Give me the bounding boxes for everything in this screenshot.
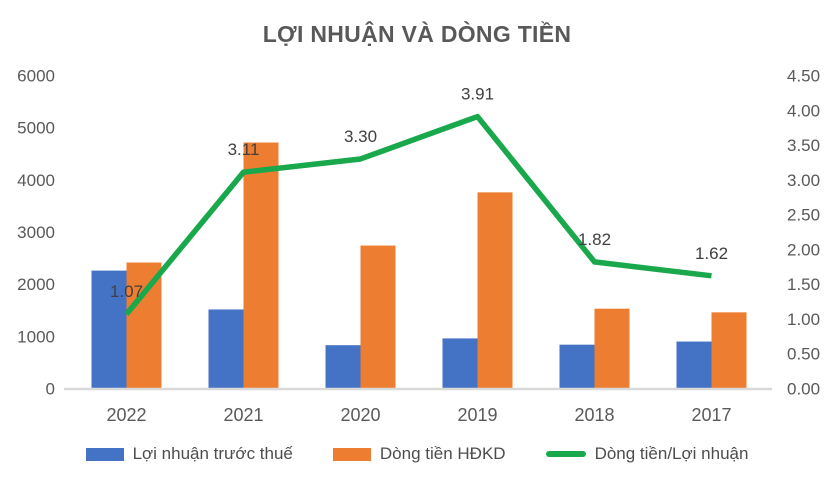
legend-item-3: Dòng tiền/Lợi nhuận [545, 444, 749, 464]
bar-profit-2018 [559, 344, 595, 389]
bar-cashflow-2022 [126, 262, 162, 389]
right-axis-tick: 1.50 [787, 275, 820, 294]
category-label-2018: 2018 [574, 405, 614, 425]
legend-rect-swatch [332, 447, 371, 461]
bar-cashflow-2019 [477, 192, 513, 389]
line-data-label-2020: 3.30 [344, 127, 377, 146]
left-axis-tick: 2000 [17, 275, 55, 294]
left-axis-tick: 5000 [17, 119, 55, 138]
legend-item-1: Lợi nhuận trước thuế [85, 444, 293, 464]
left-axis-tick: 4000 [17, 171, 55, 190]
line-data-label-2019: 3.91 [461, 85, 494, 104]
category-label-2020: 2020 [340, 405, 380, 425]
line-data-label-2018: 1.82 [578, 230, 611, 249]
bar-cashflow-2020 [360, 245, 396, 389]
left-axis-tick: 3000 [17, 223, 55, 242]
left-axis-tick: 1000 [17, 327, 55, 346]
right-axis-tick: 0.50 [787, 345, 820, 364]
line-data-label-2022: 1.07 [110, 282, 143, 301]
legend-line-swatch [545, 451, 586, 457]
right-axis-tick: 1.00 [787, 310, 820, 329]
legend-label: Dòng tiền HĐKD [379, 444, 506, 463]
category-label-2021: 2021 [223, 405, 263, 425]
category-label-2019: 2019 [457, 405, 497, 425]
bar-profit-2019 [442, 338, 478, 389]
left-axis-tick: 0 [46, 380, 55, 399]
right-axis-tick: 3.00 [787, 171, 820, 190]
bar-cashflow-2018 [594, 308, 630, 389]
line-data-label-2017: 1.62 [695, 244, 728, 263]
right-axis-tick: 3.50 [787, 136, 820, 155]
left-axis-tick: 6000 [17, 67, 55, 86]
legend-label: Lợi nhuận trước thuế [132, 444, 293, 463]
legend-label: Dòng tiền/Lợi nhuận [594, 444, 749, 463]
ratio-line [124, 113, 712, 316]
legend-rect-swatch [85, 447, 124, 461]
bar-profit-2021 [208, 309, 244, 389]
legend-item-2: Dòng tiền HĐKD [332, 444, 506, 464]
bar-cashflow-2021 [243, 142, 279, 389]
category-label-2022: 2022 [106, 405, 146, 425]
line-data-label-2021: 3.11 [228, 140, 260, 159]
legend: Lợi nhuận trước thuế Dòng tiền HĐKD Dòng t… [0, 444, 834, 464]
category-label-2017: 2017 [691, 405, 731, 425]
bar-profit-2017 [676, 341, 712, 389]
bar-profit-2022 [91, 270, 127, 389]
chart-title: LỢI NHUẬN VÀ DÒNG TIỀN [262, 21, 572, 47]
right-axis-tick: 2.50 [787, 206, 820, 225]
bar-cashflow-2017 [711, 312, 747, 389]
bar-profit-2020 [325, 345, 361, 389]
right-axis-tick: 4.50 [787, 67, 820, 86]
right-axis-tick: 0.00 [787, 380, 820, 399]
right-axis-tick: 2.00 [787, 240, 820, 259]
right-axis-tick: 4.00 [787, 101, 820, 120]
